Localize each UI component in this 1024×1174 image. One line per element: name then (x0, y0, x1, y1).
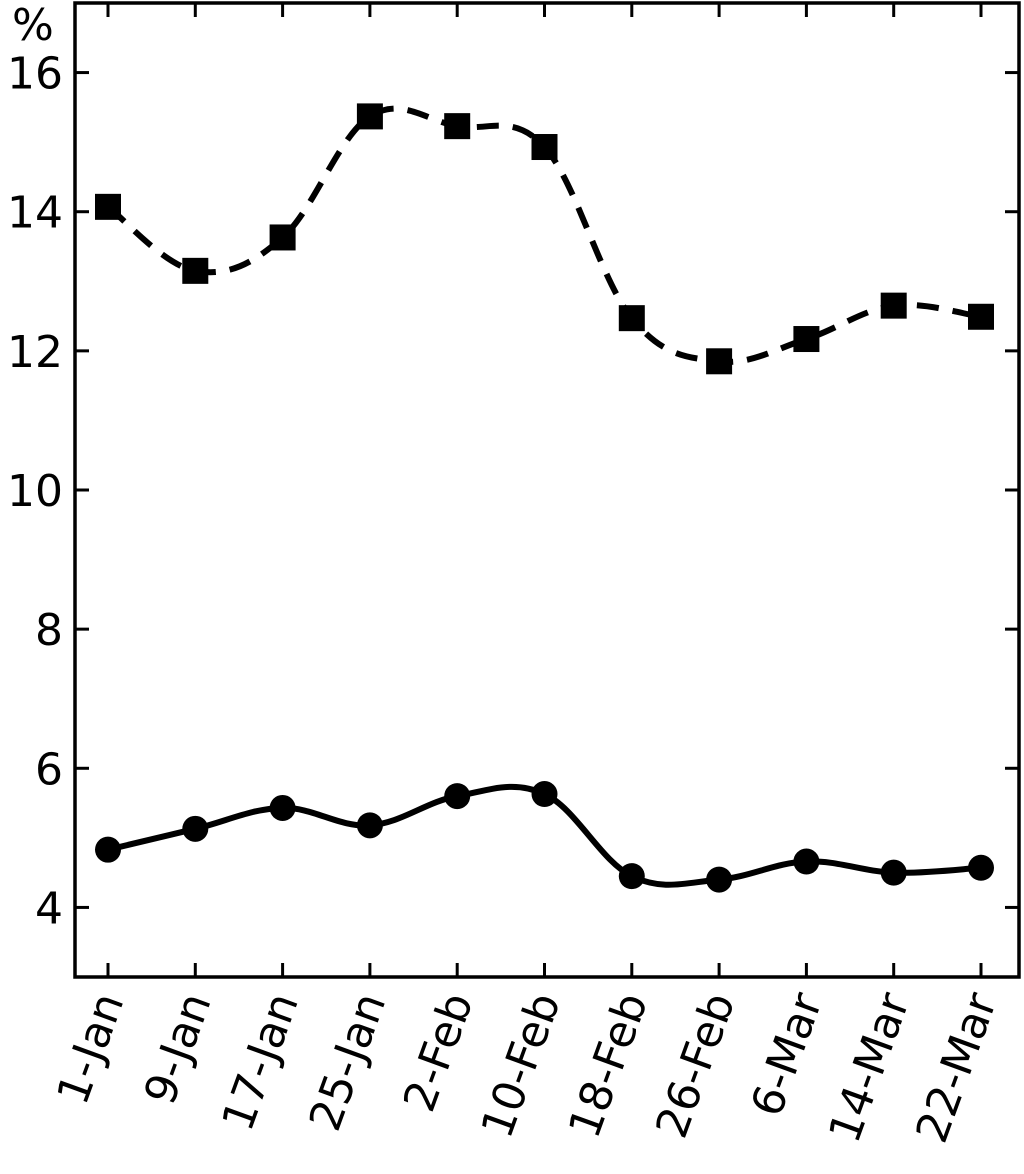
square-marker (968, 303, 994, 330)
square-marker (531, 134, 558, 161)
y-tick-label: 12 (7, 327, 63, 378)
square-marker (182, 257, 209, 284)
y-tick-label: 8 (35, 605, 63, 656)
x-tick-label: 22-Mar (906, 985, 1007, 1149)
square-marker (880, 292, 907, 319)
x-tick-label: 25-Jan (300, 986, 397, 1137)
y-tick-label: 16 (7, 49, 63, 100)
x-tick-label: 18-Feb (559, 986, 658, 1144)
circle-marker (269, 794, 296, 821)
x-tick-label: 6-Mar (741, 985, 833, 1123)
x-tick-label: 26-Feb (646, 986, 745, 1144)
y-tick-label: 10 (7, 466, 63, 517)
series-lines (106, 105, 982, 888)
circle-marker (444, 783, 471, 810)
y-unit-label: % (12, 0, 54, 51)
x-tick-label: 10-Feb (472, 986, 571, 1144)
x-tick-label: 2-Feb (394, 986, 484, 1118)
square-marker (793, 326, 820, 353)
circle-marker (95, 836, 121, 863)
square-marker (356, 103, 383, 130)
circle-marker (618, 863, 645, 890)
x-tick-label: 17-Jan (212, 986, 309, 1137)
y-tick-label: 4 (35, 883, 63, 934)
x-tick-label: 1-Jan (47, 986, 134, 1111)
circle-marker (531, 781, 558, 808)
circle-marker (706, 866, 733, 893)
y-tick-label: 14 (7, 188, 63, 239)
square-marker (706, 348, 733, 375)
square-marker (444, 113, 471, 140)
square-marker (269, 224, 296, 251)
x-tick-label: 9-Jan (135, 986, 222, 1111)
circle-marker (356, 812, 383, 839)
circle-marker (793, 848, 820, 875)
circle-marker (880, 859, 907, 886)
circle-marker (968, 854, 994, 881)
square-marker (618, 305, 645, 332)
y-tick-label: 6 (35, 744, 63, 795)
circle-marker (182, 815, 209, 842)
series-markers (95, 103, 994, 893)
x-tick-label: 14-Mar (819, 985, 920, 1149)
square-marker (95, 193, 121, 220)
y-axis-ticks: 4 6 8 10 12 14 16 (7, 49, 1019, 934)
